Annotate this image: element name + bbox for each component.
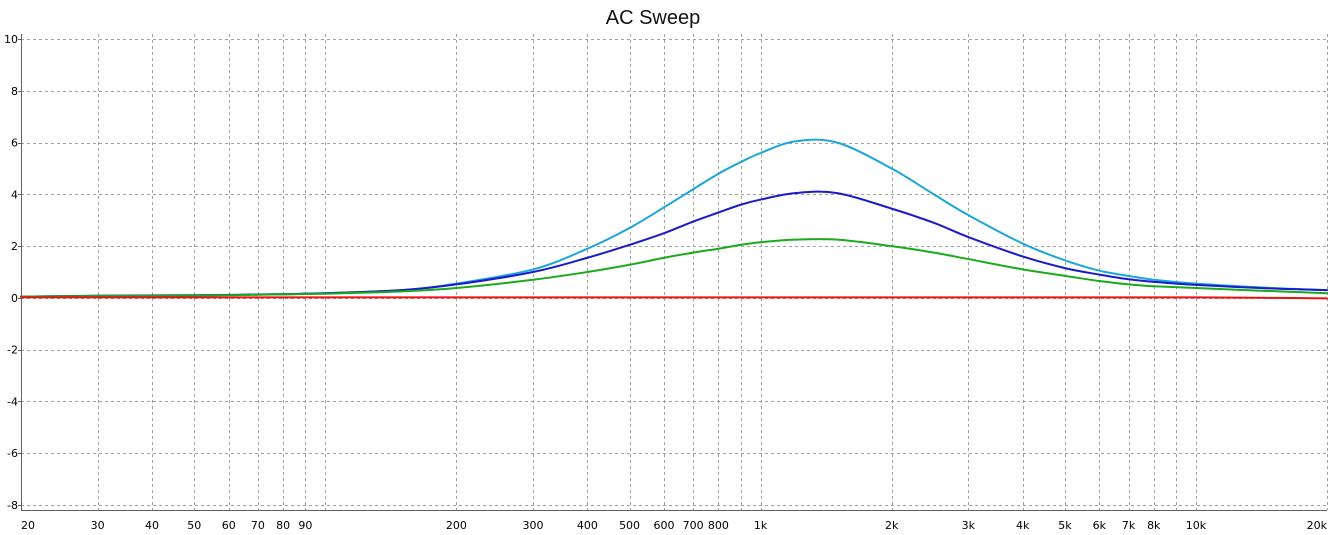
- y-tick-label: -2: [7, 344, 18, 357]
- x-tick-label: 70: [251, 519, 265, 532]
- x-tick-label: 2k: [885, 519, 899, 532]
- x-tick-label: 300: [522, 519, 543, 532]
- x-tick-label: 700: [683, 519, 704, 532]
- x-tick-label: 600: [654, 519, 675, 532]
- chart-title: AC Sweep: [606, 7, 701, 29]
- series-layer: [20, 138, 1328, 300]
- x-tick-label: 20k: [1307, 519, 1328, 532]
- y-tick-label: 0: [11, 292, 18, 305]
- axis-layer: [18, 34, 1327, 511]
- y-tick-label: 6: [11, 137, 18, 150]
- x-tick-label: 3k: [962, 519, 976, 532]
- series-line-4: [20, 296, 1328, 300]
- x-tick-label: 6k: [1093, 519, 1107, 532]
- y-tick-labels: 10 8 6 4 2 0 -2 -4 -6 -8: [4, 33, 18, 512]
- y-tick-label: 4: [11, 188, 18, 201]
- x-tick-label: 200: [446, 519, 467, 532]
- x-tick-label: 1k: [754, 519, 768, 532]
- y-tick-label: -4: [7, 395, 18, 408]
- x-tick-labels: 20 30 40 50 60 70 80 90 200 300 400 500 600 700 800 1k 2…: [21, 519, 1328, 532]
- x-tick-label: 500: [619, 519, 640, 532]
- x-tick-label: 40: [145, 519, 159, 532]
- series-line-3: [20, 238, 1328, 298]
- x-tick-label: 8k: [1147, 519, 1161, 532]
- y-tick-label: 2: [11, 240, 18, 253]
- x-tick-label: 80: [276, 519, 290, 532]
- y-tick-label: -8: [7, 499, 18, 512]
- x-tick-label: 30: [91, 519, 105, 532]
- y-tick-label: 8: [11, 85, 18, 98]
- x-tick-label: 90: [298, 519, 312, 532]
- x-tick-label: 60: [222, 519, 236, 532]
- x-tick-label: 4k: [1016, 519, 1030, 532]
- x-tick-label: 7k: [1122, 519, 1136, 532]
- grid-layer: [21, 34, 1328, 510]
- x-tick-label: 50: [187, 519, 201, 532]
- x-tick-label: 800: [708, 519, 729, 532]
- x-tick-label: 20: [21, 519, 35, 532]
- x-tick-label: 10k: [1186, 519, 1207, 532]
- y-tick-label: 10: [4, 33, 18, 46]
- y-tick-label: -6: [7, 447, 18, 460]
- x-tick-label: 400: [577, 519, 598, 532]
- x-tick-label: 5k: [1058, 519, 1072, 532]
